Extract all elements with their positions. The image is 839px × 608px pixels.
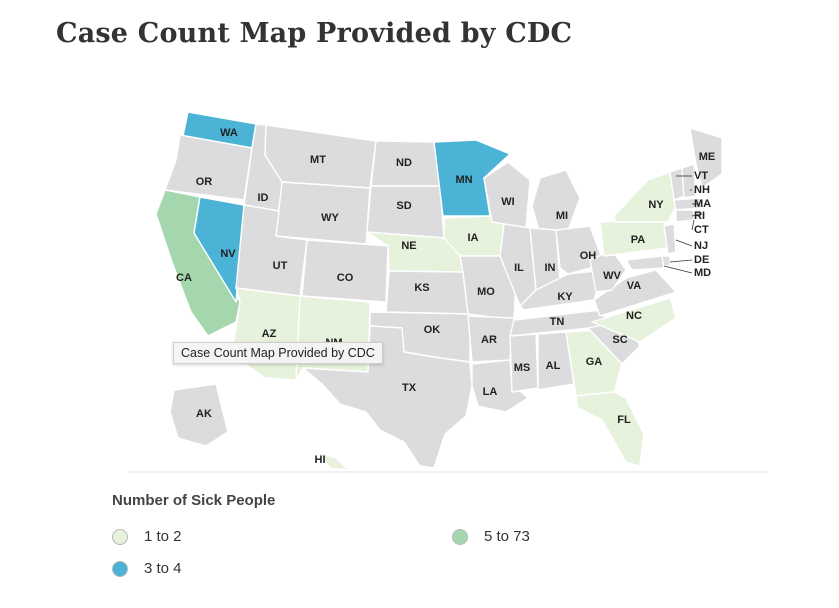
state-label-ca: CA	[176, 272, 192, 284]
label-leader-line	[669, 259, 693, 263]
state-label-al: AL	[546, 360, 561, 372]
state-tx[interactable]	[302, 325, 473, 469]
legend-label: 5 to 73	[484, 528, 530, 545]
legend-title: Number of Sick People	[112, 492, 276, 509]
state-fl[interactable]	[575, 391, 645, 467]
state-label-vt: VT	[694, 170, 708, 182]
state-label-az: AZ	[262, 328, 277, 340]
state-label-ri: RI	[694, 210, 705, 222]
state-nc[interactable]	[591, 297, 677, 343]
state-label-ms: MS	[514, 362, 531, 374]
state-ak[interactable]	[169, 383, 229, 447]
state-label-oh: OH	[580, 250, 597, 262]
state-ny[interactable]	[613, 171, 677, 223]
label-leader-line	[691, 213, 703, 217]
state-label-hi: HI	[315, 454, 326, 466]
state-label-ga: GA	[586, 356, 603, 368]
state-label-sc: SC	[612, 334, 627, 346]
state-label-tx: TX	[402, 382, 417, 394]
state-label-mi: MI	[556, 210, 568, 222]
state-label-nj: NJ	[694, 240, 708, 252]
state-label-ia: IA	[468, 232, 479, 244]
state-label-or: OR	[196, 176, 213, 188]
state-va[interactable]	[593, 269, 677, 317]
legend-item-5-to-73: 5 to 73	[452, 528, 530, 545]
label-leader-line	[675, 239, 693, 247]
state-label-wy: WY	[321, 212, 339, 224]
us-map-svg: WAORCANVIDMTWYUTAZCONMNDSDNEKSOKTXMNIAMO…	[128, 111, 768, 473]
state-label-ma: MA	[694, 198, 711, 210]
state-label-nc: NC	[626, 310, 642, 322]
state-label-il: IL	[514, 262, 524, 274]
state-label-va: VA	[627, 280, 642, 292]
state-label-ut: UT	[273, 260, 288, 272]
state-label-co: CO	[337, 272, 354, 284]
state-label-mn: MN	[455, 174, 472, 186]
state-label-ny: NY	[648, 199, 664, 211]
state-label-ar: AR	[481, 334, 497, 346]
map-tooltip: Case Count Map Provided by CDC	[173, 342, 383, 364]
state-label-nd: ND	[396, 157, 412, 169]
legend-label: 1 to 2	[144, 528, 182, 545]
state-wi[interactable]	[483, 161, 531, 229]
state-label-sd: SD	[396, 200, 411, 212]
state-label-pa: PA	[631, 234, 646, 246]
state-hi[interactable]	[317, 451, 349, 471]
state-label-wa: WA	[220, 127, 238, 139]
state-label-tn: TN	[550, 316, 565, 328]
us-case-map: WAORCANVIDMTWYUTAZCONMNDSDNEKSOKTXMNIAMO…	[0, 80, 839, 480]
legend-swatch-green	[452, 528, 468, 545]
state-label-mt: MT	[310, 154, 326, 166]
state-label-me: ME	[699, 151, 716, 163]
state-label-wi: WI	[501, 196, 514, 208]
label-leader-line	[691, 219, 695, 231]
state-ma[interactable]	[673, 197, 703, 211]
state-label-ct: CT	[694, 224, 709, 236]
state-nh[interactable]	[681, 163, 697, 199]
legend-item-1-to-2: 1 to 2	[112, 528, 182, 545]
state-ct[interactable]	[675, 209, 695, 223]
state-label-ky: KY	[557, 291, 573, 303]
state-mi[interactable]	[531, 169, 581, 237]
legend-item-3-to-4: 3 to 4	[112, 560, 182, 577]
state-or[interactable]	[164, 134, 253, 201]
state-label-wv: WV	[603, 270, 621, 282]
state-label-fl: FL	[617, 414, 631, 426]
page-title: Case Count Map Provided by CDC	[56, 18, 573, 49]
state-label-ks: KS	[414, 282, 429, 294]
legend-swatch-light	[112, 528, 128, 545]
state-label-nh: NH	[694, 184, 710, 196]
legend: Number of Sick People 1 to 2 3 to 4 5 to…	[110, 488, 710, 598]
state-label-ak: AK	[196, 408, 212, 420]
label-leader-line	[663, 265, 693, 274]
state-label-mo: MO	[477, 286, 495, 298]
state-co[interactable]	[301, 239, 389, 303]
state-label-de: DE	[694, 254, 709, 266]
state-label-ne: NE	[401, 240, 416, 252]
state-label-ok: OK	[424, 324, 441, 336]
state-label-id: ID	[258, 192, 269, 204]
state-me[interactable]	[689, 127, 723, 189]
state-label-la: LA	[483, 386, 498, 398]
state-md[interactable]	[625, 255, 665, 271]
state-sd[interactable]	[366, 185, 445, 239]
legend-swatch-blue	[112, 560, 128, 577]
state-label-nv: NV	[220, 248, 236, 260]
legend-label: 3 to 4	[144, 560, 182, 577]
state-nj[interactable]	[663, 223, 677, 255]
state-nv[interactable]	[193, 196, 245, 303]
state-label-in: IN	[545, 262, 556, 274]
state-label-md: MD	[694, 267, 711, 279]
